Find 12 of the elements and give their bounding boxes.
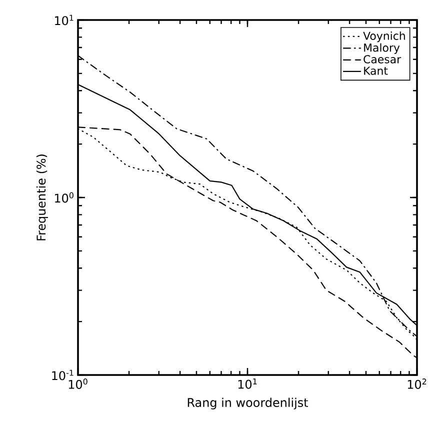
y-tick-label: 10$^{-1}$ [52,370,74,380]
legend-label: Malory [364,43,400,54]
legend-label: Voynich [363,31,405,42]
y-tick-label: 10$^{1}$ [55,14,74,26]
x-axis-title: Rang in woordenlijst [188,398,308,410]
legend-label: Caesar [364,55,402,64]
legend-label: Kant [364,66,388,75]
y-tick-label: 10$^{0}$ [55,192,74,203]
x-tick-label: 10$^{0}$ [68,378,88,389]
y-axis-title: Frequentie (%) [36,154,48,240]
x-tick-label: 10$^{1}$ [238,378,257,389]
x-tick-label: 10$^{2}$ [408,378,426,389]
